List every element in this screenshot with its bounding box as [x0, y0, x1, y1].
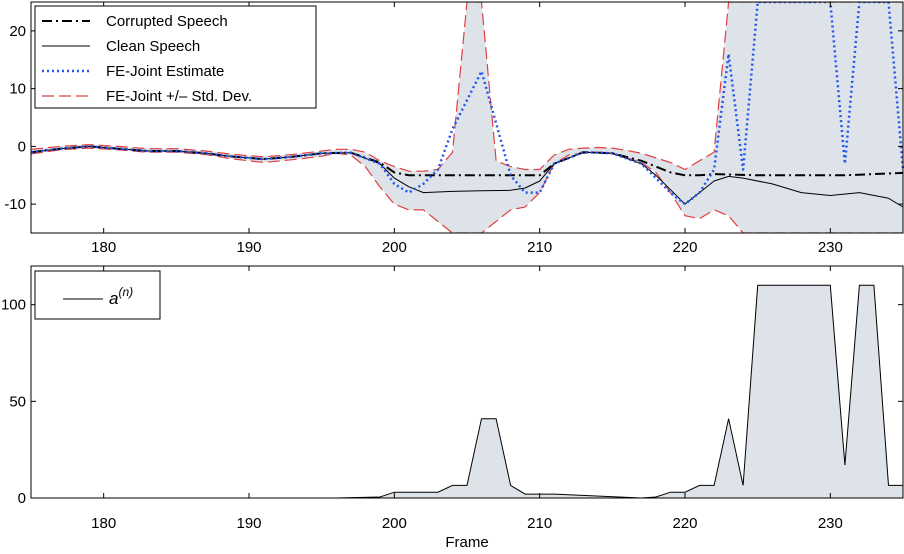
- bottom-plot-frame: [30, 265, 904, 499]
- bottom-x-tick-label: 210: [527, 515, 552, 532]
- top-y-tick-label: 0: [18, 138, 26, 155]
- bottom-y-ticks: 0 50 100: [1, 297, 903, 507]
- bottom-panel: 180 190 200 210 220 230 0 50 100 Frame a(n): [1, 265, 904, 551]
- std-dev-upper-line: [31, 2, 903, 172]
- bottom-y-tick-label: 0: [18, 490, 26, 507]
- top-x-tick-label: 180: [91, 239, 116, 256]
- legend-entry-estimate: FE-Joint Estimate: [42, 63, 224, 80]
- top-legend-box: [34, 5, 317, 109]
- top-x-tick-label: 200: [382, 239, 407, 256]
- bottom-x-ticks: 180 190 200 210 220 230: [91, 266, 843, 532]
- top-y-tick-label: 10: [9, 81, 26, 98]
- bottom-legend-box: [34, 270, 161, 320]
- legend-entry-clean: Clean Speech: [42, 38, 200, 55]
- x-axis-label: Frame: [445, 534, 488, 551]
- top-x-tick-label: 220: [672, 239, 697, 256]
- corrupted-speech-line: [31, 145, 904, 177]
- top-x-ticks: 180 190 200 210 220 230: [91, 2, 843, 256]
- legend-label-clean: Clean Speech: [106, 38, 200, 55]
- bottom-x-tick-label: 220: [672, 515, 697, 532]
- legend-label-estimate: FE-Joint Estimate: [106, 63, 224, 80]
- bottom-y-tick-label: 50: [9, 393, 26, 410]
- legend-label-weight-superscript: (n): [118, 285, 133, 299]
- bottom-x-tick-label: 200: [382, 515, 407, 532]
- legend-label-weight-base: a: [109, 289, 118, 308]
- top-x-tick-label: 210: [527, 239, 552, 256]
- legend-entry-stddev: FE-Joint +/– Std. Dev.: [42, 88, 252, 105]
- bottom-y-tick-label: 100: [1, 297, 26, 314]
- top-x-tick-label: 190: [236, 239, 261, 256]
- top-x-tick-label: 230: [818, 239, 843, 256]
- legend-label-corrupted: Corrupted Speech: [106, 13, 228, 30]
- legend-label-weight: a(n): [109, 285, 133, 308]
- legend-entry-corrupted: Corrupted Speech: [42, 13, 228, 30]
- weight-fill: [31, 285, 903, 498]
- legend-label-stddev: FE-Joint +/– Std. Dev.: [106, 88, 252, 105]
- bottom-legend: a(n): [34, 270, 161, 320]
- std-dev-lower-line: [31, 147, 903, 233]
- bottom-x-tick-label: 180: [91, 515, 116, 532]
- top-panel: 180 190 200 210 220 230 -10 0 10 20 Corrupted Sp…: [4, 1, 904, 256]
- top-series-lines: [31, 2, 904, 208]
- bottom-x-tick-label: 190: [236, 515, 261, 532]
- top-plot-frame: [30, 1, 904, 234]
- top-y-ticks: -10 0 10 20: [4, 23, 903, 213]
- top-y-tick-label: 20: [9, 23, 26, 40]
- clean-speech-line: [31, 145, 904, 208]
- top-legend: Corrupted Speech Clean Speech FE-Joint E…: [34, 5, 317, 109]
- weight-area: [31, 284, 903, 498]
- top-y-tick-label: -10: [4, 196, 26, 213]
- bottom-x-tick-label: 230: [818, 515, 843, 532]
